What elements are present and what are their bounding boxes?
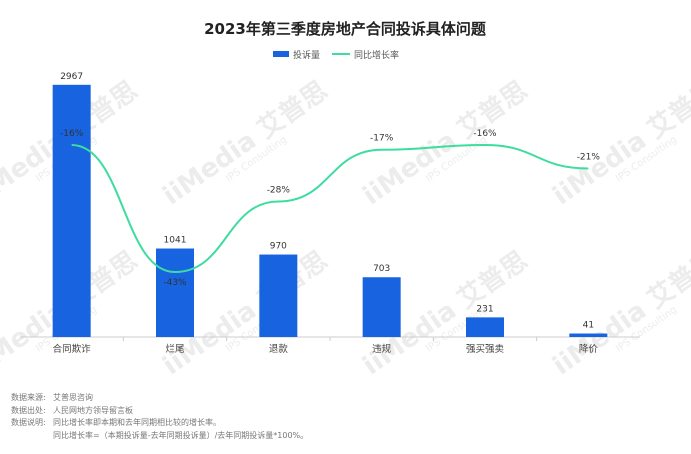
category-label: 强买强卖 <box>466 344 504 355</box>
growth-value-label: -43% <box>163 278 187 288</box>
bar-value-label: 231 <box>476 304 493 314</box>
footnote-text: 人民网地方领导留言板 <box>53 405 133 415</box>
x-ticks <box>122 337 538 341</box>
category-label: 违规 <box>372 344 392 355</box>
bar-value-label: 41 <box>583 321 594 331</box>
legend-bar-swatch <box>273 51 289 57</box>
growth-value-label: -16% <box>473 129 497 139</box>
footnote-origin: 数据出处: 人民网地方领导留言板 <box>11 405 671 418</box>
watermark-brand: iiMedia 艾普思 <box>157 75 333 211</box>
bar <box>259 254 298 337</box>
bar-value-label: 970 <box>270 242 287 252</box>
chart-title: 2023年第三季度房地产合同投诉具体问题 <box>204 20 487 38</box>
growth-value-label: -21% <box>577 153 601 163</box>
growth-line <box>71 143 589 274</box>
footnote-label: 数据来源: <box>11 393 46 402</box>
growth-value-label: -16% <box>60 129 84 139</box>
footnote-text: 艾普思咨询 <box>53 393 93 402</box>
legend-line-label: 同比增长率 <box>354 49 399 61</box>
legend: 投诉量 同比增长率 <box>273 49 399 61</box>
bar-value-label: 1041 <box>164 236 187 246</box>
growth-line-layer <box>71 143 589 274</box>
footnote-note: 数据说明: 同比增长率即本期和去年同期相比较的增长率。 <box>11 417 671 430</box>
bar-value-label: 2967 <box>60 72 83 82</box>
legend-bar-label: 投诉量 <box>293 49 320 61</box>
category-labels: 合同欺诈 烂尾 退款 违规 强买强卖 降价 <box>53 343 599 355</box>
bar <box>569 333 608 337</box>
footnote-label: 数据说明: <box>11 418 46 427</box>
category-label: 合同欺诈 <box>53 343 92 355</box>
bar <box>362 277 401 337</box>
footnote-text: 同比增长率=（本期投诉量-去年同期投诉量）/去年同期投诉量*100%。 <box>53 430 309 440</box>
category-label: 烂尾 <box>165 344 184 355</box>
footnotes: 数据来源: 艾普思咨询 数据出处: 人民网地方领导留言板 数据说明: 同比增长率… <box>11 392 671 442</box>
footnote-formula: 同比增长率=（本期投诉量-去年同期投诉量）/去年同期投诉量*100%。 <box>11 430 671 443</box>
bar <box>156 248 194 337</box>
footnote-text: 同比增长率即本期和去年同期相比较的增长率。 <box>53 418 221 427</box>
category-label: 退款 <box>269 343 289 355</box>
bar <box>466 317 504 337</box>
growth-value-label: -28% <box>267 185 291 195</box>
growth-labels: -16% -43% -28% -17% -16% -21% <box>60 129 600 288</box>
footnote-source: 数据来源: 艾普思咨询 <box>11 392 671 405</box>
bar <box>52 84 91 338</box>
bars <box>52 84 608 338</box>
bar-value-label: 703 <box>373 264 390 274</box>
bar-labels: 2967 1041 970 703 231 41 <box>60 72 594 331</box>
footnote-label: 数据出处: <box>11 405 46 415</box>
category-label: 降价 <box>579 343 599 355</box>
growth-value-label: -17% <box>370 134 394 144</box>
